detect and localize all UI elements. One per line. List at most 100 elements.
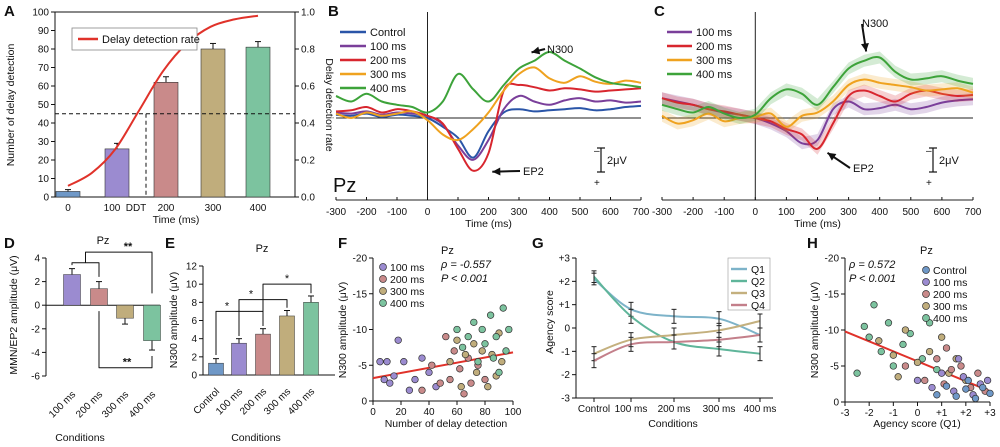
h-point [938, 333, 946, 341]
g-ytick-label: +2 [559, 277, 571, 288]
g-xtick-label: Control [578, 404, 610, 415]
b-ep2-arrow-head [492, 167, 501, 176]
h-point [860, 322, 868, 331]
f-point [411, 375, 419, 384]
h-legend-marker [922, 314, 930, 322]
e-ytick-label: 8 [191, 298, 197, 309]
h-legend-marker [922, 302, 930, 310]
a-legend-label: Delay detection rate [102, 34, 200, 46]
B-series-line [335, 82, 642, 172]
f-point [376, 358, 384, 366]
d-xlabel: Conditions [55, 432, 105, 444]
B-scale-minus: – [594, 146, 600, 157]
a-bar [55, 191, 81, 198]
g-ytick-label: -2 [561, 370, 570, 381]
e-sig-3-star: * [285, 273, 290, 285]
B-xtick-label: -200 [356, 207, 376, 218]
f-point [460, 390, 468, 398]
B-scale-label: 2μV [607, 155, 627, 167]
b-legend-label: 400 ms [370, 83, 407, 95]
h-point [884, 319, 893, 327]
h-point [938, 369, 946, 377]
a-xtick-label: 200 [158, 203, 175, 214]
f-ytick-label: -10 [353, 325, 368, 336]
a-bar [153, 82, 179, 198]
panel-label-a: A [4, 3, 15, 20]
f-legend-label: 400 ms [390, 298, 424, 310]
e-ylabel: N300 amplitude (μV) [168, 272, 180, 369]
f-point [453, 325, 461, 334]
g-legend-label: Q4 [751, 300, 765, 312]
h-point [901, 362, 910, 370]
f-point [472, 368, 481, 377]
e-sig-3 [262, 283, 312, 326]
c-ep2-label: EP2 [853, 163, 874, 175]
a-bar [200, 48, 226, 198]
h-title: Pz [920, 245, 933, 257]
h-rho: ρ = 0.572 [848, 259, 895, 271]
d-title: Pz [97, 235, 110, 247]
h-legend-label: 200 ms [933, 289, 967, 301]
h-ylabel: N300 amplitude (μV) [809, 282, 821, 379]
f-point [386, 379, 394, 387]
f-legend-marker [379, 287, 387, 295]
a-bar [245, 46, 271, 198]
f-legend-marker [379, 275, 387, 283]
f-title: Pz [441, 245, 454, 257]
d-ytick-label: 2 [34, 277, 40, 288]
f-xtick-label: 60 [451, 407, 463, 418]
b-legend-label: 300 ms [370, 69, 407, 81]
a-ytick-label: 100 [32, 8, 49, 19]
f-point [436, 379, 444, 387]
f-point [481, 340, 489, 348]
g-legend-label: Q1 [751, 264, 765, 276]
C-xtick-label: 400 [871, 207, 888, 218]
a-ylabel: Number of delay detection [5, 44, 17, 167]
C-xtick-label: -100 [714, 207, 734, 218]
h-legend-label: 400 ms [933, 313, 967, 325]
f-point [450, 347, 458, 355]
a-xtick-label: 300 [205, 203, 222, 214]
a-ytick-label: 40 [38, 119, 50, 130]
f-point [453, 336, 461, 344]
f-point [467, 379, 475, 387]
f-point [425, 368, 433, 377]
a-ddt-label: DDT [126, 203, 147, 214]
h-point [952, 392, 960, 400]
h-point [947, 365, 955, 374]
f-legend-label: 100 ms [390, 262, 424, 274]
f-point [492, 333, 500, 341]
h-xtick-label: -1 [889, 408, 898, 419]
f-point [458, 343, 467, 352]
d-ytick-label: -4 [31, 348, 40, 359]
f-xtick-label: 100 [505, 407, 522, 418]
d-xtick-label: 400 ms [127, 389, 158, 420]
f-point [498, 358, 506, 366]
h-point [918, 355, 926, 363]
h-ytick-label: 0 [833, 398, 839, 409]
h-point [942, 344, 951, 352]
c-legend-label: 100 ms [696, 27, 733, 39]
B-scale-plus: + [594, 178, 600, 189]
f-legend-marker [379, 299, 387, 307]
f-point [464, 333, 472, 341]
f-point [457, 383, 465, 391]
B-xtick-label: 200 [480, 207, 497, 218]
h-legend-label: Control [933, 265, 967, 277]
d-ytick-label: 0 [34, 301, 40, 312]
g-ytick-label: +1 [559, 300, 571, 311]
f-point [383, 358, 391, 366]
d-bar [90, 288, 108, 306]
f-point [442, 333, 450, 341]
h-xlabel: Agency score (Q1) [873, 418, 961, 430]
h-xtick-label: +2 [960, 408, 972, 419]
f-legend-label: 200 ms [390, 274, 424, 286]
f-point [502, 347, 510, 355]
h-point [986, 389, 994, 398]
f-point [470, 340, 478, 348]
a-ytick-label: 70 [38, 63, 50, 74]
C-series-line [661, 78, 974, 128]
h-xtick-label: -2 [865, 408, 874, 419]
C-scale-minus: – [926, 146, 932, 157]
a-ylabel-right: Delay detection rate [323, 58, 335, 152]
